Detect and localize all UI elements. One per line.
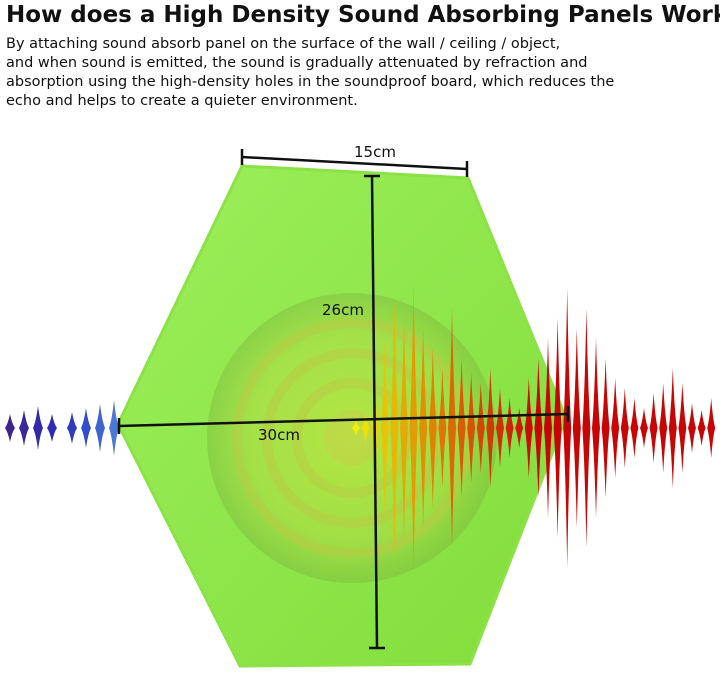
dimension-line	[241, 155, 468, 171]
description-line: and when sound is emitted, the sound is …	[6, 55, 587, 71]
wave-spike	[534, 358, 543, 498]
wave-spike	[688, 403, 696, 453]
ripples	[207, 293, 497, 583]
dimension-line	[118, 412, 569, 428]
wave-spike	[400, 318, 408, 538]
wave-spike	[33, 406, 43, 450]
dimension-label: 26cm	[322, 301, 364, 319]
wave-spike	[611, 378, 620, 478]
wave-spike	[352, 420, 360, 436]
wave-spike	[81, 408, 91, 448]
dimension-line	[370, 175, 379, 649]
wave-spike	[563, 288, 572, 568]
wave-spike	[390, 298, 399, 558]
wave-spike	[448, 308, 456, 548]
dimension-lines	[117, 149, 570, 650]
wave-spike	[505, 398, 514, 458]
wave-spike	[109, 400, 119, 456]
wave-spike	[697, 410, 706, 446]
wave-spike	[678, 383, 687, 473]
dimension-label: 15cm	[354, 143, 396, 161]
wave-spike	[640, 408, 648, 448]
wave-spike	[524, 378, 533, 478]
wave-spike	[592, 338, 600, 518]
wave-spike	[428, 348, 437, 508]
wave-spike	[496, 388, 504, 468]
wave-spike	[380, 338, 389, 518]
wave-spike	[409, 283, 418, 573]
wave-spike	[668, 368, 677, 488]
description-line: echo and helps to create a quieter envir…	[6, 93, 358, 109]
wave-spike	[515, 408, 524, 448]
wave-spike	[47, 414, 57, 442]
wave-spike	[361, 413, 370, 443]
description-line: absorption using the high-density holes …	[6, 74, 614, 90]
wave-spike	[659, 383, 668, 473]
wave-spike	[5, 414, 15, 442]
wave-spike	[19, 410, 29, 446]
ripple	[232, 318, 472, 558]
wave-spike	[67, 412, 77, 444]
wave-spike	[419, 328, 428, 528]
wave-spike	[457, 358, 466, 498]
wave-spike	[95, 404, 105, 452]
wave-spike	[572, 328, 581, 528]
wave-spike	[467, 373, 476, 483]
ripple	[262, 348, 442, 528]
wave-spike	[553, 318, 562, 538]
title: How does a High Density Sound Absorbing …	[6, 2, 720, 28]
wave-spike	[601, 358, 610, 498]
wave-spike	[582, 308, 591, 548]
description-line: By attaching sound absorb panel on the s…	[6, 36, 560, 52]
wave-spike	[620, 388, 629, 468]
wave-spike	[476, 383, 485, 473]
wave-spike	[707, 398, 716, 458]
wave-spike	[486, 368, 495, 488]
wave-spike	[649, 393, 658, 463]
dimension-label: 30cm	[258, 426, 300, 444]
wave-spike	[438, 368, 447, 488]
wave-spike	[630, 398, 639, 458]
wave-spike	[544, 338, 552, 518]
